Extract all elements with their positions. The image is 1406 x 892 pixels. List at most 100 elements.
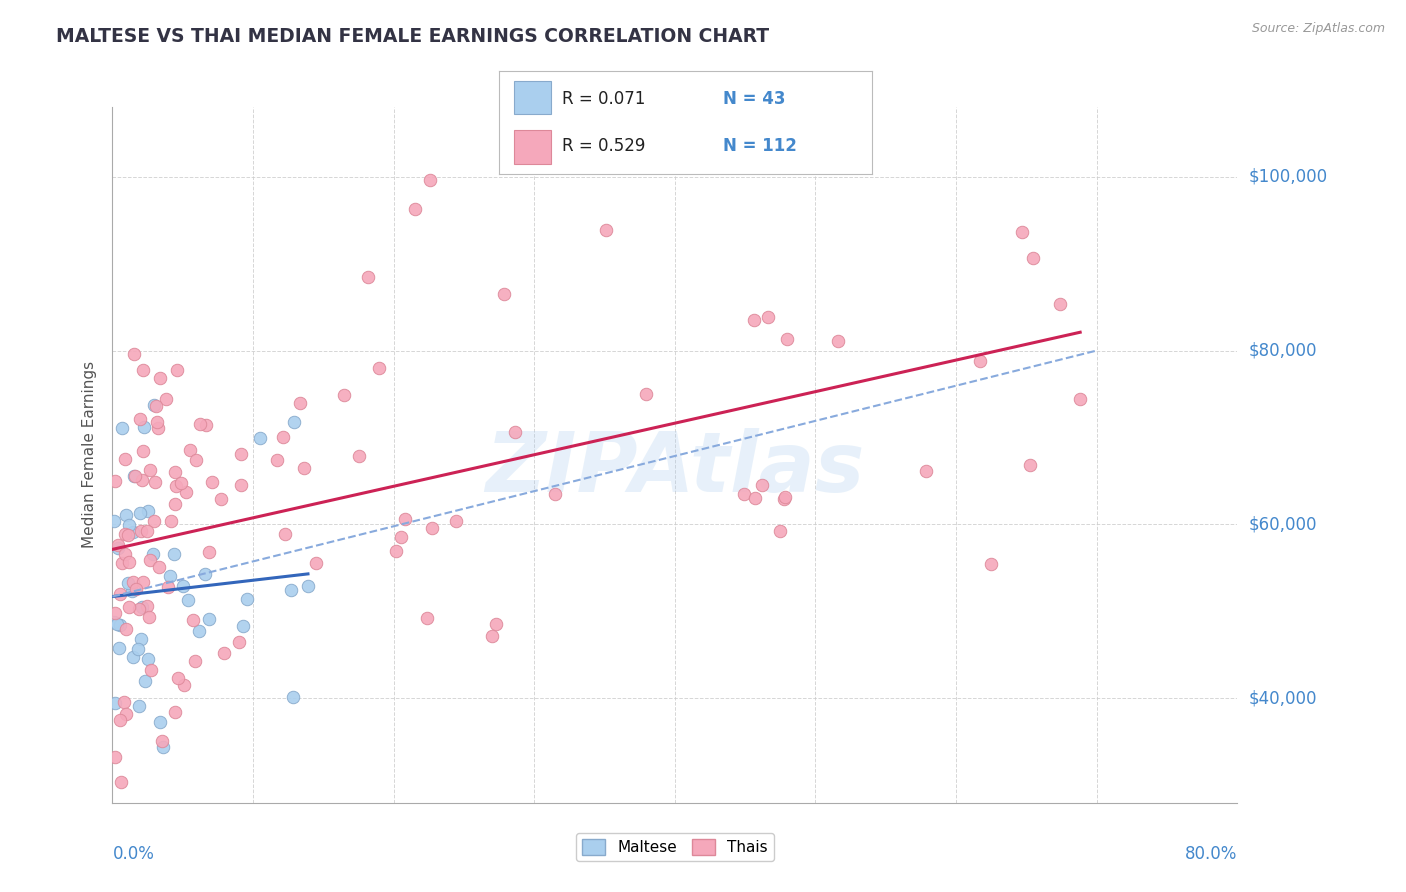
Point bbox=[229, 447, 252, 461]
Text: ZIPAtlas: ZIPAtlas bbox=[485, 428, 865, 509]
Point bbox=[177, 593, 200, 607]
Point bbox=[108, 618, 131, 632]
Point bbox=[131, 600, 153, 615]
Point bbox=[194, 566, 217, 581]
Point bbox=[132, 420, 155, 434]
Point bbox=[183, 654, 205, 668]
Point bbox=[333, 388, 356, 402]
Point bbox=[744, 491, 766, 505]
Point bbox=[163, 497, 186, 511]
Point bbox=[108, 713, 131, 727]
Text: N = 112: N = 112 bbox=[723, 137, 797, 155]
Point bbox=[773, 491, 796, 506]
Point bbox=[134, 673, 156, 688]
Point bbox=[104, 697, 127, 711]
Point bbox=[124, 468, 146, 483]
Point bbox=[166, 362, 188, 376]
Point bbox=[173, 678, 195, 692]
Point bbox=[1018, 458, 1040, 473]
Point bbox=[1069, 392, 1091, 406]
Point bbox=[1022, 251, 1045, 265]
Point bbox=[283, 415, 305, 429]
Point bbox=[172, 579, 194, 593]
Point bbox=[121, 649, 143, 664]
Point bbox=[105, 617, 128, 632]
Point bbox=[138, 504, 160, 518]
Point bbox=[115, 622, 138, 636]
Point bbox=[112, 695, 135, 709]
Text: MALTESE VS THAI MEDIAN FEMALE EARNINGS CORRELATION CHART: MALTESE VS THAI MEDIAN FEMALE EARNINGS C… bbox=[56, 27, 769, 45]
Point bbox=[195, 418, 218, 433]
Point bbox=[187, 624, 209, 638]
Point bbox=[636, 387, 658, 401]
Point bbox=[212, 646, 235, 660]
Point bbox=[347, 450, 370, 464]
Point bbox=[103, 615, 125, 630]
Point bbox=[201, 475, 224, 489]
Point bbox=[249, 431, 271, 445]
Point bbox=[416, 610, 439, 624]
Point bbox=[163, 705, 186, 719]
Point bbox=[121, 584, 143, 599]
Point bbox=[866, 78, 889, 92]
Text: 0.0%: 0.0% bbox=[112, 845, 155, 863]
Point bbox=[114, 508, 136, 523]
Point bbox=[288, 396, 311, 410]
Point bbox=[769, 524, 792, 538]
Point bbox=[155, 392, 177, 406]
Point bbox=[160, 514, 183, 528]
Point bbox=[139, 463, 162, 477]
Point bbox=[165, 479, 187, 493]
Point bbox=[146, 416, 169, 430]
Point bbox=[197, 612, 219, 626]
Point bbox=[142, 548, 165, 562]
Point bbox=[969, 354, 991, 368]
Point bbox=[444, 514, 467, 528]
Point bbox=[124, 468, 146, 483]
Point bbox=[117, 576, 139, 591]
Point bbox=[184, 453, 207, 467]
Point bbox=[742, 313, 765, 327]
Point bbox=[773, 491, 796, 505]
Point bbox=[980, 557, 1002, 571]
Point bbox=[141, 856, 163, 871]
Point bbox=[131, 444, 153, 458]
Point bbox=[148, 560, 170, 574]
Point bbox=[143, 398, 166, 412]
Point bbox=[277, 830, 299, 844]
Point bbox=[108, 587, 131, 601]
Point bbox=[114, 706, 136, 721]
Text: $40,000: $40,000 bbox=[1249, 690, 1317, 707]
Point bbox=[419, 172, 441, 186]
Point bbox=[118, 599, 141, 614]
Point bbox=[271, 430, 294, 444]
Point bbox=[128, 602, 150, 616]
Point bbox=[138, 609, 160, 624]
Point bbox=[292, 461, 315, 475]
Point bbox=[274, 526, 297, 541]
Point bbox=[170, 476, 193, 491]
Text: $100,000: $100,000 bbox=[1249, 168, 1327, 186]
Point bbox=[756, 310, 779, 325]
Point bbox=[367, 361, 389, 376]
Bar bbox=[515, 130, 551, 163]
Point bbox=[104, 606, 127, 620]
Text: 80.0%: 80.0% bbox=[1185, 845, 1237, 863]
Y-axis label: Median Female Earnings: Median Female Earnings bbox=[82, 361, 97, 549]
Point bbox=[751, 477, 773, 491]
Point bbox=[494, 287, 516, 301]
Point bbox=[114, 526, 136, 541]
Point bbox=[179, 443, 201, 458]
Point bbox=[118, 518, 141, 533]
Point bbox=[197, 545, 219, 559]
Point bbox=[121, 574, 143, 589]
Point bbox=[104, 749, 127, 764]
Point bbox=[281, 690, 304, 704]
Point bbox=[128, 698, 150, 713]
Point bbox=[146, 421, 169, 435]
Point bbox=[139, 663, 162, 677]
Point bbox=[228, 635, 250, 649]
Point bbox=[127, 642, 149, 657]
Point bbox=[389, 530, 412, 544]
Point bbox=[145, 400, 167, 414]
